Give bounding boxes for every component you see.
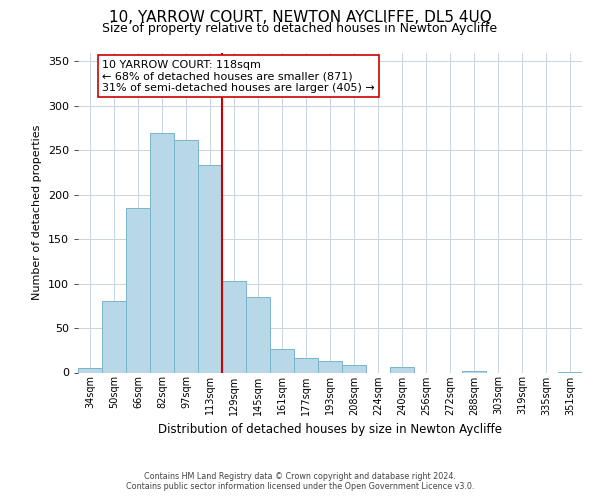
X-axis label: Distribution of detached houses by size in Newton Aycliffe: Distribution of detached houses by size …	[158, 423, 502, 436]
Bar	[462, 370, 486, 372]
Bar	[150, 134, 174, 372]
Bar	[342, 366, 366, 372]
Text: Size of property relative to detached houses in Newton Aycliffe: Size of property relative to detached ho…	[103, 22, 497, 35]
Text: Contains HM Land Registry data © Crown copyright and database right 2024.
Contai: Contains HM Land Registry data © Crown c…	[126, 472, 474, 491]
Bar	[294, 358, 318, 372]
Bar	[390, 367, 414, 372]
Bar	[198, 166, 222, 372]
Text: 10, YARROW COURT, NEWTON AYCLIFFE, DL5 4UQ: 10, YARROW COURT, NEWTON AYCLIFFE, DL5 4…	[109, 10, 491, 25]
Bar	[318, 361, 342, 372]
Y-axis label: Number of detached properties: Number of detached properties	[32, 125, 42, 300]
Bar	[246, 297, 270, 372]
Text: 10 YARROW COURT: 118sqm
← 68% of detached houses are smaller (871)
31% of semi-d: 10 YARROW COURT: 118sqm ← 68% of detache…	[102, 60, 375, 93]
Bar	[102, 300, 126, 372]
Bar	[78, 368, 102, 372]
Bar	[270, 348, 294, 372]
Bar	[126, 208, 150, 372]
Bar	[222, 281, 246, 372]
Bar	[174, 140, 198, 372]
